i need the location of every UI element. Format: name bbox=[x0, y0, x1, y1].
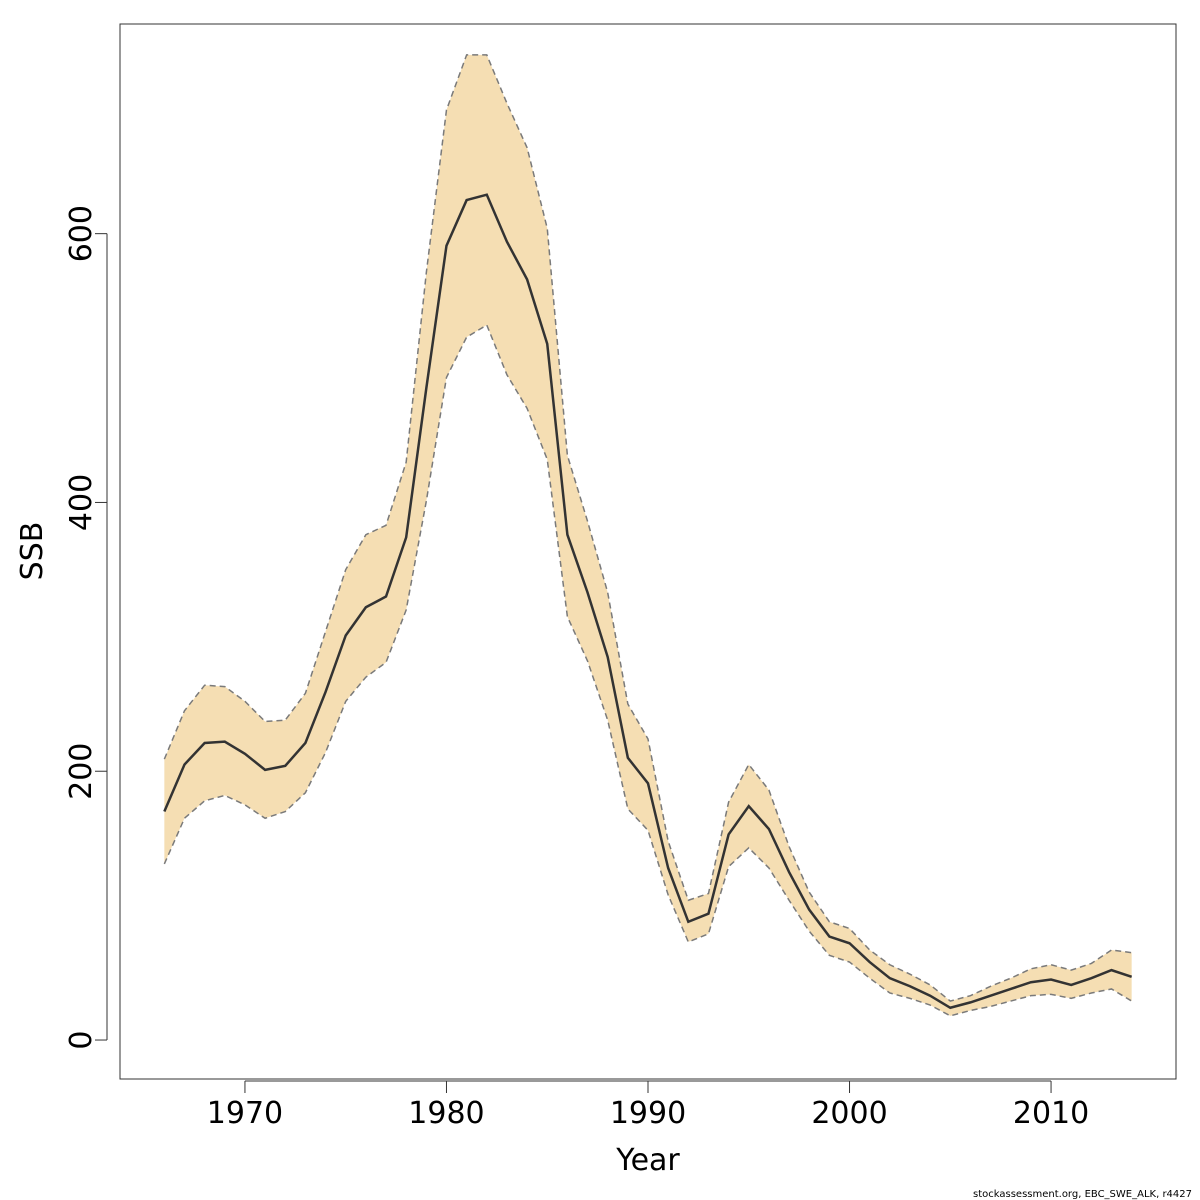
y-tick-label-400: 400 bbox=[64, 474, 99, 531]
y-tick-label-0: 0 bbox=[64, 1030, 99, 1049]
plot-layer bbox=[163, 54, 1133, 1017]
axes-layer: 1970 1980 1990 2000 2010 0 200 400 600 bbox=[64, 205, 1089, 1131]
x-tick-label-2010: 2010 bbox=[1013, 1096, 1089, 1131]
confidence-band bbox=[164, 54, 1132, 1016]
plot-frame bbox=[119, 23, 1177, 1080]
x-tick-label-1990: 1990 bbox=[610, 1096, 686, 1131]
x-axis-title: Year bbox=[615, 1143, 680, 1178]
upper-bound-line bbox=[163, 54, 1132, 1002]
x-tick-label-1980: 1980 bbox=[408, 1096, 484, 1131]
footer-note: stockassessment.org, EBC_SWE_ALK, r4427 bbox=[973, 1189, 1192, 1200]
y-axis-title: SSB bbox=[15, 522, 50, 581]
y-tick-label-200: 200 bbox=[64, 743, 99, 800]
lower-bound-line bbox=[163, 323, 1133, 1017]
y-tick-label-600: 600 bbox=[64, 205, 99, 262]
ssb-estimate-line bbox=[163, 193, 1133, 1010]
x-tick-label-2000: 2000 bbox=[811, 1096, 887, 1131]
x-tick-label-1970: 1970 bbox=[207, 1096, 283, 1131]
